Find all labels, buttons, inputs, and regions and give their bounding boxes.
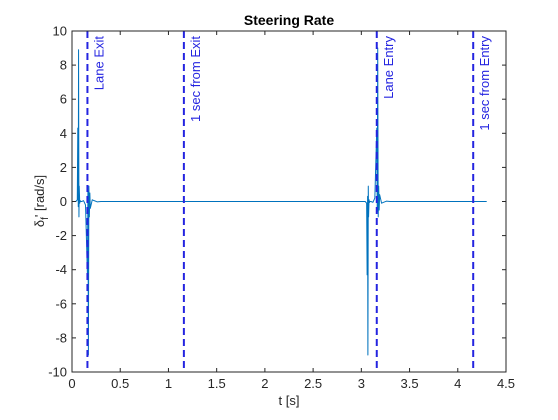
tick-layer: 0 0.5 1 1.5 2 2.5 3 3.5 4 4.5 -10 -8 -6 -4 -2 0 2 4 6 8 10 bbox=[48, 24, 515, 392]
y-tick-label: 6 bbox=[60, 92, 67, 107]
x-tick-label: 3.5 bbox=[401, 376, 419, 391]
x-tick-label: 0.5 bbox=[111, 376, 129, 391]
x-tick-label: 4 bbox=[454, 376, 461, 391]
plot-layer bbox=[72, 47, 487, 356]
y-axis-label-symbol: δ bbox=[32, 220, 47, 227]
y-tick-label: -10 bbox=[48, 365, 67, 380]
x-tick-label: 0 bbox=[68, 376, 75, 391]
y-axis-label: δf' [rad/s] bbox=[32, 175, 51, 227]
chart-title: Steering Rate bbox=[244, 12, 334, 28]
y-axis-label-unit: ' [rad/s] bbox=[32, 175, 47, 217]
x-tick-label: 2 bbox=[261, 376, 268, 391]
x-tick-label: 1.5 bbox=[208, 376, 226, 391]
axes-box bbox=[71, 30, 507, 373]
x-axis-label: t [s] bbox=[279, 393, 300, 408]
marker-label: 1 sec from Entry bbox=[477, 36, 492, 131]
marker-label: Lane Exit bbox=[91, 36, 106, 91]
steering-rate-series-line bbox=[72, 47, 487, 356]
x-tick-label: 2.5 bbox=[304, 376, 322, 391]
marker-label: Lane Entry bbox=[381, 36, 396, 99]
marker-layer: Lane Exit 1 sec from Exit Lane Entry 1 sec … bbox=[86, 31, 492, 372]
y-tick-label: 2 bbox=[60, 160, 67, 175]
y-tick-label: 10 bbox=[53, 24, 67, 39]
y-tick-label: -4 bbox=[55, 262, 67, 277]
y-tick-label: 0 bbox=[60, 194, 67, 209]
y-tick-label: -8 bbox=[55, 330, 67, 345]
x-tick-label: 4.5 bbox=[497, 376, 515, 391]
x-tick-label: 1 bbox=[165, 376, 172, 391]
x-tick-label: 3 bbox=[358, 376, 365, 391]
y-tick-label: -6 bbox=[55, 296, 67, 311]
y-tick-label: 8 bbox=[60, 58, 67, 73]
y-tick-label: 4 bbox=[60, 126, 67, 141]
y-tick-label: -2 bbox=[55, 228, 67, 243]
marker-label: 1 sec from Exit bbox=[188, 36, 203, 122]
y-axis-label-subscript: f bbox=[40, 217, 51, 220]
